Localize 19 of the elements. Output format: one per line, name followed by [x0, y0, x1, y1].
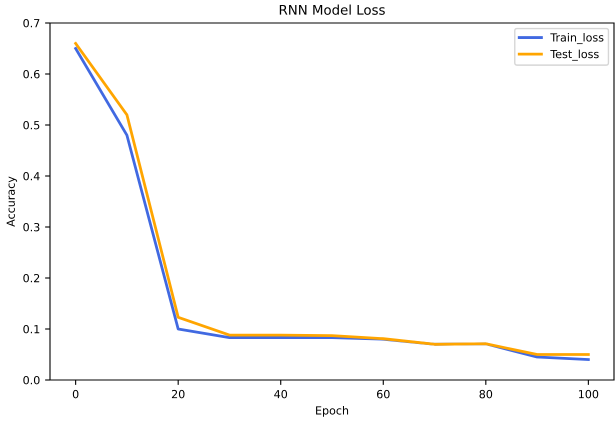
- legend-label: Train_loss: [550, 33, 604, 44]
- x-tick-label: 60: [376, 390, 390, 398]
- y-tick-label: 0.3: [23, 222, 40, 232]
- y-tick-label: 0.5: [23, 120, 40, 130]
- x-tick-label: 0: [72, 390, 78, 398]
- y-tick-label: 0.0: [23, 376, 40, 384]
- x-tick-label: 80: [480, 390, 492, 398]
- y-tick-label: 0.2: [23, 274, 40, 282]
- y-tick-label: 0.4: [23, 172, 40, 180]
- x-tick-label: 20: [172, 390, 185, 398]
- legend-label: Test_loss: [550, 50, 599, 61]
- x-tick-label: 40: [274, 390, 288, 398]
- y-tick-label: 0.7: [23, 18, 40, 28]
- x-axis-title: Epoch: [316, 406, 348, 417]
- y-tick-label: 0.1: [23, 324, 40, 334]
- x-tick-label: 100: [578, 390, 598, 398]
- chart-title: RNN Model Loss: [280, 4, 385, 15]
- y-tick-label: 0.6: [23, 70, 40, 78]
- y-axis-title: Accuracy: [6, 176, 18, 227]
